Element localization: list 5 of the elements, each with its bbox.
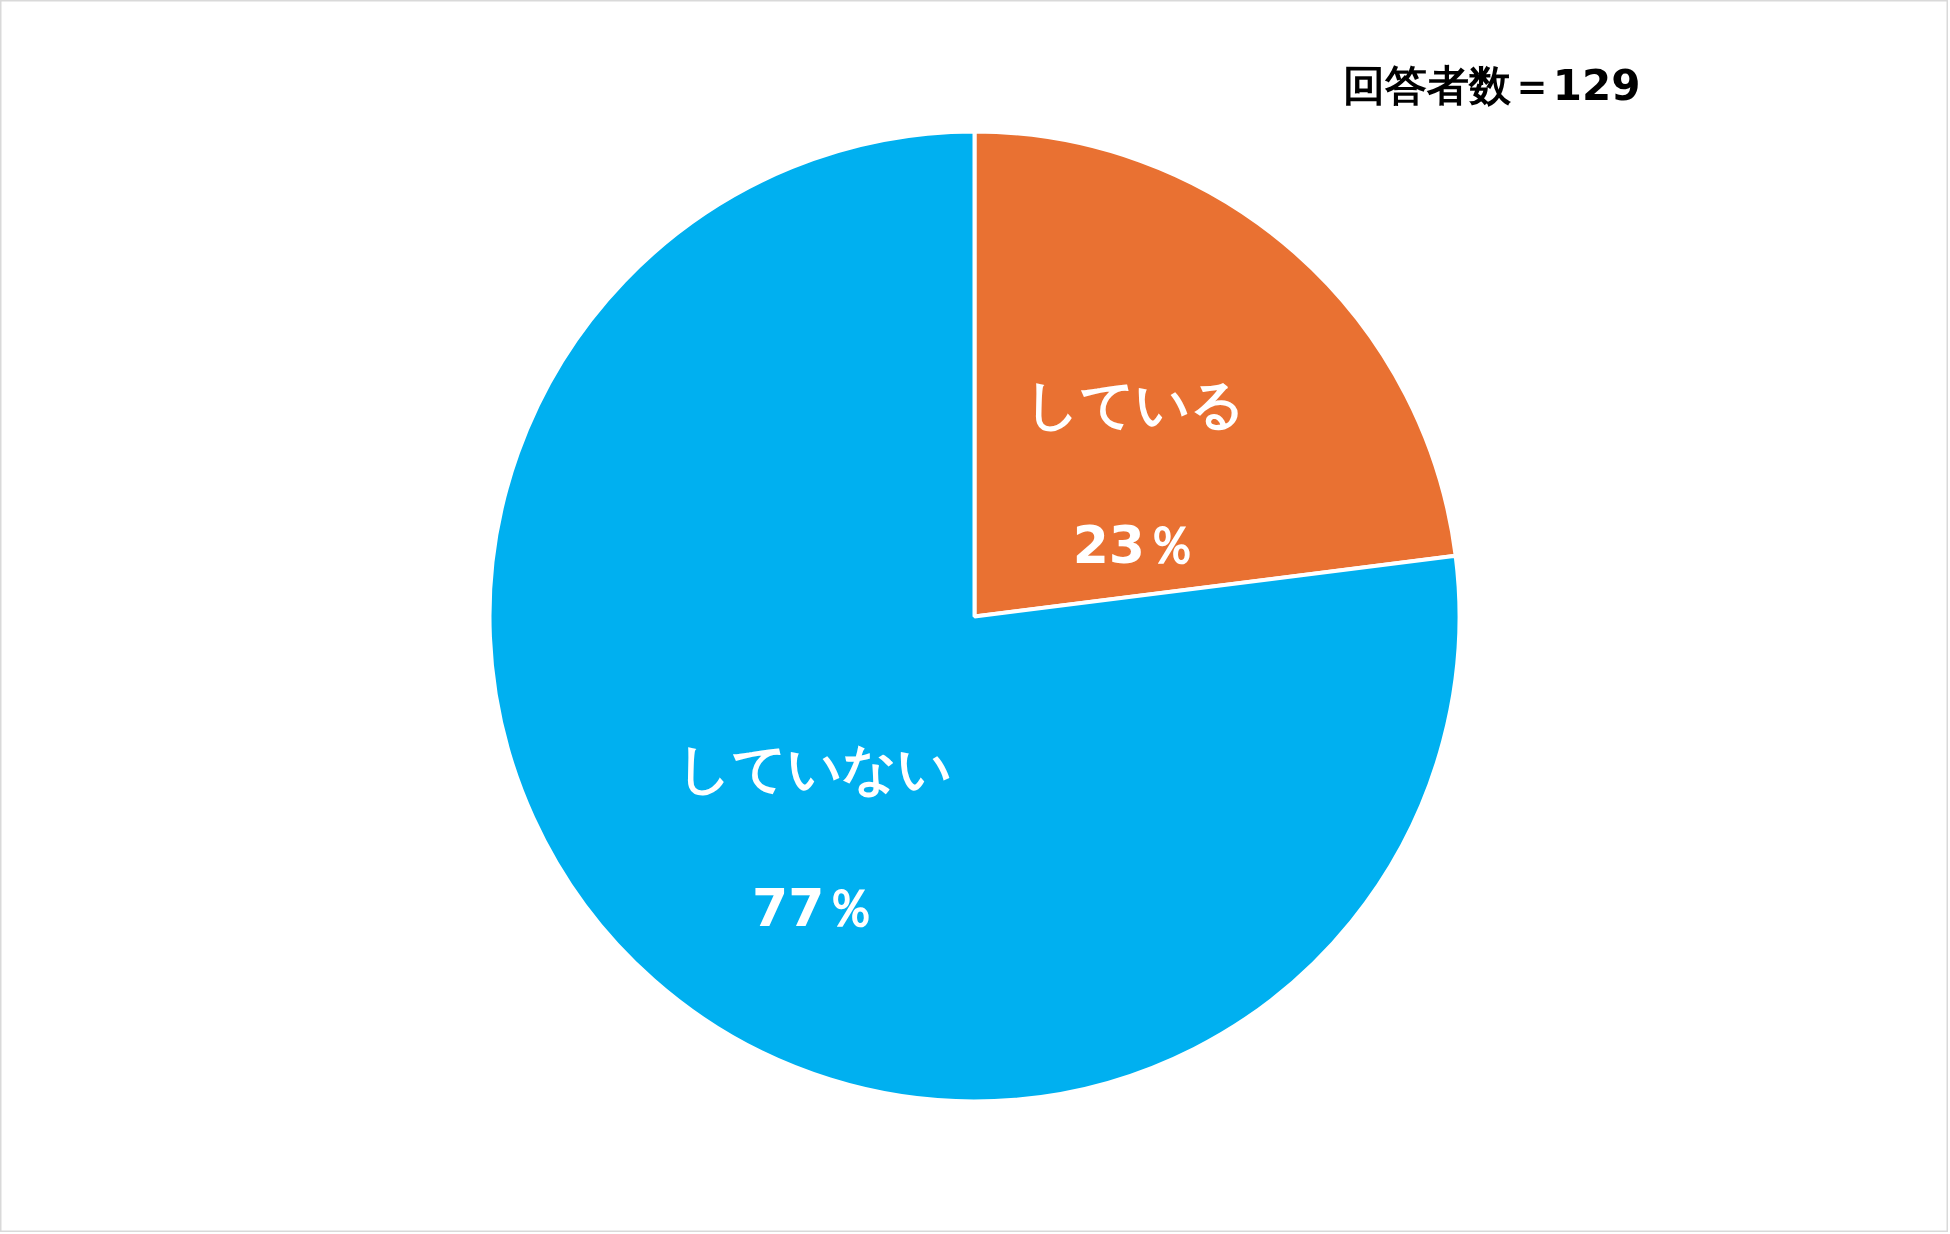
- slice-label: している: [1024, 373, 1245, 437]
- data-label: 23％: [1072, 514, 1198, 575]
- data-label: 77％: [751, 878, 877, 939]
- text: 回答者数＝129: [1342, 61, 1641, 110]
- slice-label: していない: [676, 736, 952, 800]
